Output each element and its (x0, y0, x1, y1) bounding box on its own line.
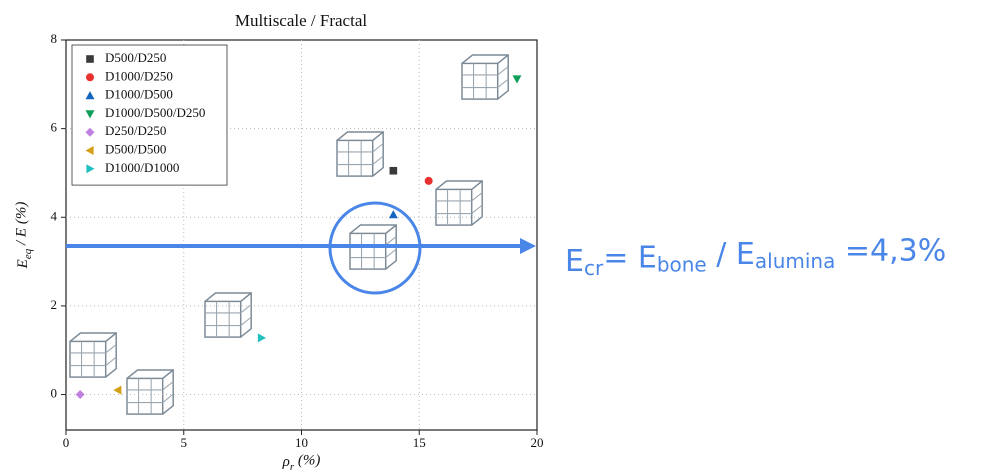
x-tick-label: 10 (295, 435, 308, 450)
legend-label: D500/D250 (105, 50, 166, 65)
subscript: bone (657, 252, 707, 276)
legend-label: D250/D250 (105, 123, 166, 138)
subscript: cr (584, 256, 604, 280)
y-tick-label: 8 (51, 31, 58, 46)
x-tick-label: 5 (181, 435, 188, 450)
label-part: E (15, 259, 31, 269)
point (258, 333, 266, 342)
subscript: eq (21, 248, 33, 259)
label-part: =4,3% (835, 233, 946, 268)
label-part: / E (707, 237, 755, 272)
legend-marker (86, 73, 94, 81)
y-tick-label: 0 (51, 386, 58, 401)
label-part: E (565, 244, 584, 279)
x-tick-label: 15 (413, 435, 426, 450)
legend-label: D1000/D500 (105, 87, 173, 102)
x-tick-label: 0 (63, 435, 70, 450)
legend-label: D1000/D500/D250 (105, 105, 205, 120)
legend-label: D1000/D1000 (105, 160, 179, 175)
y-tick-label: 6 (51, 120, 58, 135)
point (76, 390, 85, 399)
chart-title: Multiscale / Fractal (235, 11, 367, 30)
point (390, 167, 398, 175)
legend-label: D500/D500 (105, 141, 166, 156)
x-tick-label: 20 (531, 435, 544, 450)
y-tick-label: 2 (51, 297, 58, 312)
chart: Multiscale / Fractal 0 5 10 15 20 0 2 4 6 8 ρr (%)… (0, 0, 987, 472)
y-tick-label: 4 (51, 208, 58, 223)
annotation: Ecr= Ebone / Ealumina =4,3% (565, 233, 946, 280)
subscript: alumina (755, 249, 835, 273)
legend-label: D1000/D250 (105, 68, 173, 83)
x-axis-label: ρr (%) (282, 453, 321, 472)
point (425, 177, 433, 185)
point (512, 75, 521, 83)
label-part: (%) (294, 453, 320, 469)
y-axis-label: Eeq / E (%) (14, 202, 33, 270)
label-part: = E (603, 240, 657, 275)
point (113, 386, 121, 395)
legend-marker (86, 55, 94, 63)
point (389, 210, 398, 218)
label-part: / E (%) (14, 202, 30, 249)
label-part: ρ (282, 454, 290, 470)
